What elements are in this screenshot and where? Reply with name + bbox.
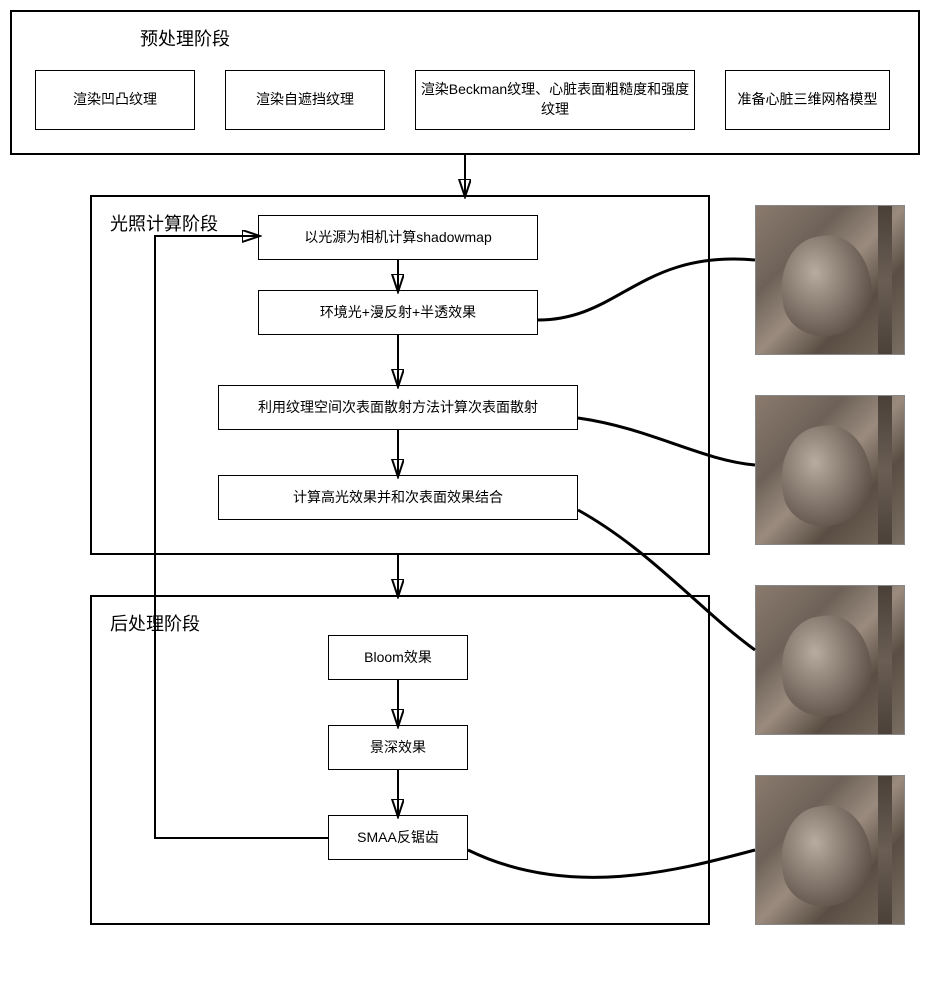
box-beckman-texture: 渲染Beckman纹理、心脏表面粗糙度和强度纹理 bbox=[415, 70, 695, 130]
box-shadowmap: 以光源为相机计算shadowmap bbox=[258, 215, 538, 260]
box-ambient-diffuse: 环境光+漫反射+半透效果 bbox=[258, 290, 538, 335]
heart-output-1 bbox=[755, 205, 905, 355]
box-smaa: SMAA反锯齿 bbox=[328, 815, 468, 860]
lighting-title: 光照计算阶段 bbox=[110, 210, 218, 236]
box-occlusion-texture: 渲染自遮挡纹理 bbox=[225, 70, 385, 130]
box-specular: 计算高光效果并和次表面效果结合 bbox=[218, 475, 578, 520]
preprocessing-title: 预处理阶段 bbox=[140, 25, 230, 51]
box-bloom: Bloom效果 bbox=[328, 635, 468, 680]
heart-output-3 bbox=[755, 585, 905, 735]
heart-output-2 bbox=[755, 395, 905, 545]
box-subsurface: 利用纹理空间次表面散射方法计算次表面散射 bbox=[218, 385, 578, 430]
postprocessing-title: 后处理阶段 bbox=[110, 610, 200, 636]
box-dof: 景深效果 bbox=[328, 725, 468, 770]
heart-output-4 bbox=[755, 775, 905, 925]
box-bump-texture: 渲染凹凸纹理 bbox=[35, 70, 195, 130]
box-mesh-model: 准备心脏三维网格模型 bbox=[725, 70, 890, 130]
